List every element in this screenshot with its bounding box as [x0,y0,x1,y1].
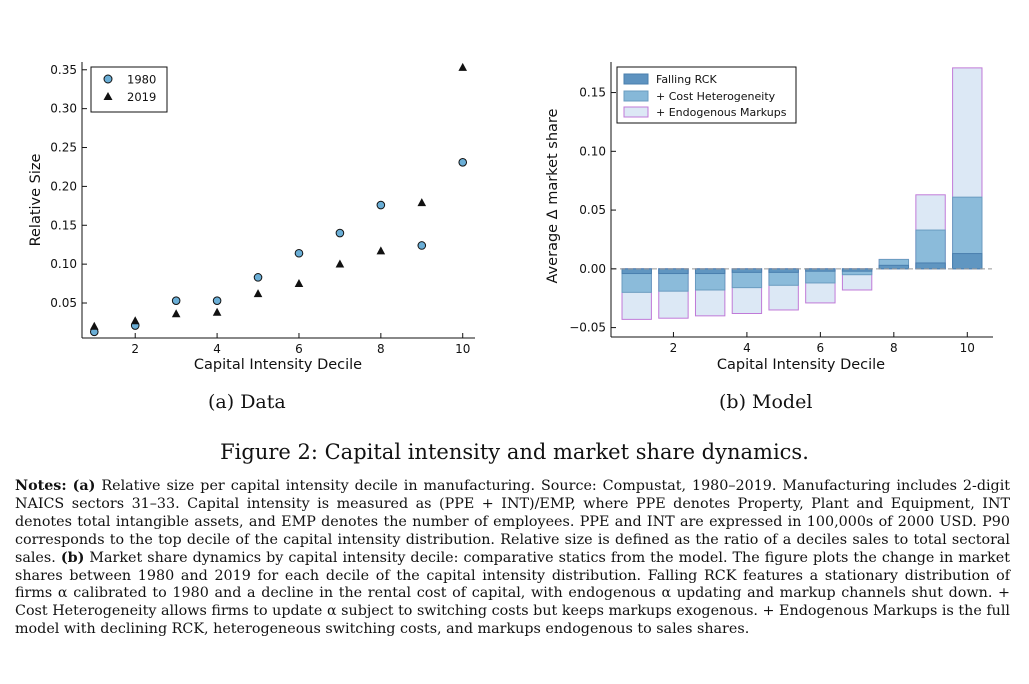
b-legend-label-endogenous-markups: + Endogenous Markups [656,106,787,119]
a-y-tick-label: 0.15 [50,218,77,232]
a-x-tick-label: 10 [455,342,470,356]
a-point-2019 [130,316,140,325]
notes-b-label: (b) [60,549,85,566]
b-y-tick-label: 0.00 [579,262,606,276]
a-y-tick-label: 0.20 [50,179,77,193]
a-point-2019 [212,307,222,316]
b-bar-falling-rck [841,268,873,272]
b-x-tick-label: 8 [890,341,898,355]
b-legend-swatch-endogenous-markups [623,106,649,118]
b-bar-falling-rck [621,268,652,275]
b-y-tick-label: 0.10 [579,144,606,158]
a-y-tick-label: 0.10 [50,257,77,271]
a-legend-label-2019: 2019 [127,90,156,104]
a-x-tick-label: 8 [377,342,385,356]
a-point-1980 [376,200,386,210]
a-x-tick-label: 4 [213,342,221,356]
b-legend-label-falling-rck: Falling RCK [656,73,717,86]
b-x-tick-label: 10 [960,341,975,355]
a-x-axis-label: Capital Intensity Decile [194,357,362,373]
a-point-1980 [212,296,222,305]
b-y-axis-label: Average Δ market share [545,108,561,283]
b-y-tick-label: 0.05 [579,203,606,217]
a-point-1980 [294,248,304,258]
b-bar-falling-rck [731,268,763,273]
notes-b-text: Market share dynamics by capital intensi… [15,549,1011,638]
b-bar-falling-rck [694,268,726,275]
notes-a-label: (a) [72,478,96,494]
a-point-2019 [376,246,386,255]
a-point-2019 [335,259,345,268]
notes-label: Notes: [15,478,67,494]
a-y-tick-label: 0.35 [50,63,77,77]
b-y-tick-label: −0.05 [569,321,606,335]
b-bar-falling-rck [952,253,983,270]
a-point-2019 [294,278,304,287]
subcaption-b: (b) Model [719,391,813,413]
b-legend: Falling RCK + Cost Heterogeneity + Endog… [616,66,797,124]
b-y-tick-label: 0.15 [579,86,606,100]
a-legend-label-1980: 1980 [127,73,156,87]
b-bar-cost-heterogeneity [915,229,946,270]
a-point-1980 [253,273,263,282]
figure-caption: Figure 2: Capital intensity and market s… [220,440,809,464]
figure-charts: 2 4 6 8 10 0.05 0.10 0.15 0.20 0.25 0.30 0.35 Capit… [28,62,993,373]
a-y-tick-label: 0.05 [50,296,77,310]
a-x-tick-label: 6 [295,342,303,356]
b-x-tick-label: 2 [670,341,678,355]
panel-a-scatter: 2 4 6 8 10 0.05 0.10 0.15 0.20 0.25 0.30 0.35 Capit… [28,62,475,373]
b-x-tick-label: 6 [817,341,825,355]
a-legend-marker-2019 [103,92,113,100]
b-legend-swatch-cost-heterogeneity [623,90,649,102]
subcaption-a: (a) Data [208,391,286,413]
b-x-tick-label: 4 [743,341,751,355]
b-bar-falling-rck [658,268,689,275]
a-point-1980 [458,157,468,167]
b-bar-falling-rck [878,264,910,270]
a-point-2019 [253,289,263,298]
b-legend-swatch-falling-rck [623,73,649,85]
a-y-tick-label: 0.30 [50,102,77,116]
a-legend: 1980 2019 [90,66,168,113]
a-y-axis-label: Relative Size [28,154,44,247]
a-legend-box [90,66,168,113]
a-x-tick-label: 2 [131,342,139,356]
a-point-1980 [335,228,345,238]
b-bar-falling-rck [915,262,946,270]
a-point-1980 [171,296,181,305]
notes-a-text: Relative size per capital intensity deci… [15,478,1011,566]
a-point-2019 [417,198,427,207]
a-point-2019 [458,62,468,71]
a-point-2019 [171,309,181,318]
b-x-axis-label: Capital Intensity Decile [717,357,885,373]
panel-b-bars: 2 4 6 8 10 −0.05 0.00 0.05 0.10 0.15 Capital Inte… [545,62,993,373]
a-legend-marker-1980 [103,74,113,84]
a-point-2019 [89,321,99,330]
b-legend-label-cost-heterogeneity: + Cost Heterogeneity [656,90,776,103]
a-point-1980 [417,241,427,250]
a-y-tick-label: 0.25 [50,141,77,155]
figure-notes: Notes: (a) Relative size per capital int… [15,478,1010,639]
b-bar-falling-rck [768,268,799,273]
